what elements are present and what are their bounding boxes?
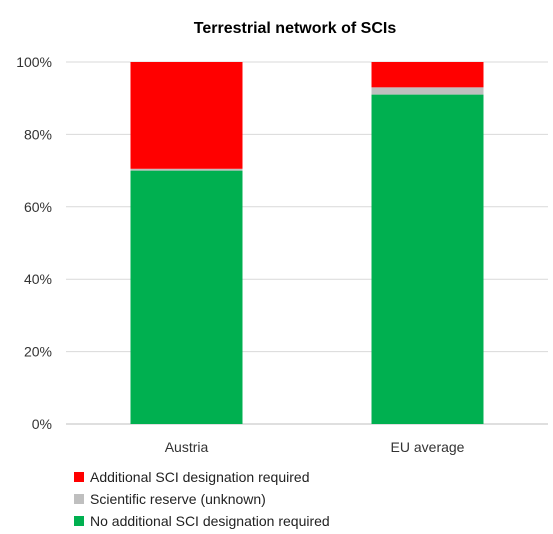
bar-segment [371,87,484,95]
y-axis: 0% 20% 40% 60% 80% 100% [16,54,52,432]
legend-label: Additional SCI designation required [90,469,310,485]
x-axis: Austria EU average [165,439,465,455]
legend-label: No additional SCI designation required [90,513,330,529]
legend-item: Scientific reserve (unknown) [74,488,330,510]
y-tick-label: 60% [24,199,52,215]
legend-swatch [74,516,84,526]
bars [130,62,484,424]
legend-item: No additional SCI designation required [74,510,330,532]
bar-segment [130,168,243,171]
bar-segment [371,94,484,424]
bar-segment [371,62,484,88]
y-tick-label: 40% [24,271,52,287]
x-tick-label: EU average [391,439,465,455]
legend-label: Scientific reserve (unknown) [90,491,266,507]
bar-segment [130,62,243,169]
bar-segment [130,170,243,424]
legend-swatch [74,494,84,504]
y-tick-label: 100% [16,54,52,70]
chart-title: Terrestrial network of SCIs [194,20,397,37]
y-tick-label: 20% [24,344,52,360]
y-tick-label: 0% [32,416,52,432]
y-tick-label: 80% [24,126,52,142]
legend: Additional SCI designation required Scien… [74,466,330,532]
legend-swatch [74,472,84,482]
x-tick-label: Austria [165,439,209,455]
legend-item: Additional SCI designation required [74,466,330,488]
